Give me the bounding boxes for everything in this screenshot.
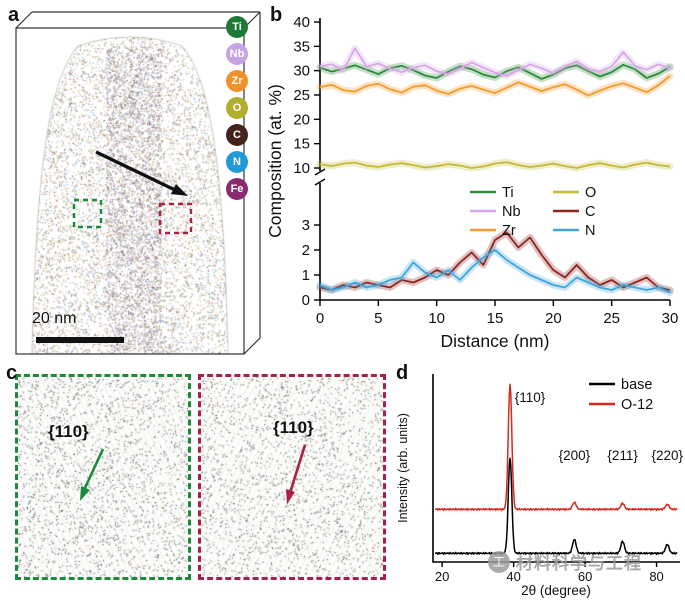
svg-text:0: 0	[302, 292, 310, 309]
svg-text:35: 35	[293, 38, 310, 55]
red-region-atom-map	[201, 377, 383, 577]
svg-text:Zr: Zr	[502, 223, 516, 239]
green-plane-arrow	[82, 448, 105, 491]
scale-bar-label: 20 nm	[32, 310, 77, 327]
roi-box-red	[158, 202, 193, 235]
svg-text:{110}: {110}	[515, 390, 546, 405]
element-badge-zr: Zr	[226, 70, 248, 92]
apt-reconstruction-pointcloud	[16, 28, 244, 354]
svg-text:{200}: {200}	[559, 448, 591, 463]
xrd-pattern-chart: 20 40 60 80 2θ (degree) Intensity (arb. units…	[396, 374, 684, 598]
svg-text:20: 20	[435, 569, 449, 584]
svg-text:Ti: Ti	[502, 185, 514, 201]
svg-text:40: 40	[506, 569, 520, 584]
svg-text:Intensity (arb. units): Intensity (arb. units)	[396, 413, 410, 523]
svg-text:30: 30	[662, 310, 679, 327]
svg-text:40: 40	[293, 14, 310, 31]
green-region-annotations: {110}	[48, 422, 105, 501]
svg-text:5: 5	[374, 310, 382, 327]
svg-text:3: 3	[302, 217, 310, 234]
apt-bounding-box	[15, 11, 261, 355]
panel-b-label: b	[270, 4, 283, 26]
scale-bar	[36, 337, 124, 343]
red-plane-arrow	[288, 444, 307, 494]
svg-text:1: 1	[302, 267, 310, 284]
element-badge-nb: Nb	[226, 43, 248, 65]
green-region-atom-map	[18, 377, 188, 577]
panel-a: Ti Nb Zr O C N Fe 20 nm	[10, 4, 262, 362]
svg-text:0: 0	[316, 310, 324, 327]
svg-text:20: 20	[293, 111, 310, 128]
svg-text:20: 20	[545, 310, 562, 327]
svg-text:60: 60	[578, 569, 592, 584]
element-badge-o: O	[226, 97, 248, 119]
element-symbol-ti: Ti	[232, 20, 242, 33]
svg-text:30: 30	[293, 63, 310, 80]
svg-text:2: 2	[302, 242, 310, 259]
green-plane-arrowhead	[80, 486, 90, 501]
element-symbol-fe: Fe	[230, 182, 244, 195]
svg-text:15: 15	[487, 310, 504, 327]
red-plane-label: {110}	[273, 418, 314, 437]
svg-text:Distance (nm): Distance (nm)	[441, 331, 550, 351]
panel-c: {110} {110}	[8, 366, 388, 582]
svg-text:{211}: {211}	[607, 448, 638, 463]
svg-text:10: 10	[293, 160, 310, 177]
green-plane-label: {110}	[48, 422, 89, 441]
element-symbol-o: O	[232, 101, 242, 114]
svg-text:N: N	[585, 223, 595, 239]
element-symbol-nb: Nb	[229, 47, 245, 60]
svg-text:25: 25	[293, 87, 310, 104]
svg-text:O-12: O-12	[621, 397, 653, 413]
element-symbol-n: N	[233, 155, 241, 168]
hrtem-red-region: {110}	[198, 374, 386, 580]
element-badge-n: N	[226, 151, 248, 173]
hrtem-green-region: {110}	[15, 374, 191, 580]
svg-text:2θ (degree): 2θ (degree)	[521, 583, 591, 598]
svg-text:O: O	[585, 185, 596, 201]
panel-c-label: c	[6, 362, 18, 384]
element-symbol-zr: Zr	[231, 74, 243, 87]
svg-text:80: 80	[649, 569, 663, 584]
svg-text:base: base	[621, 377, 652, 393]
element-badge-ti: Ti	[226, 16, 248, 38]
analysis-direction-arrow	[95, 150, 188, 196]
element-badge-fe: Fe	[226, 178, 248, 200]
apt-annotations	[15, 11, 261, 355]
svg-text:10: 10	[428, 310, 445, 327]
element-symbol-c: C	[233, 128, 241, 141]
svg-text:C: C	[585, 204, 595, 220]
svg-text:25: 25	[603, 310, 620, 327]
roi-box-green	[72, 198, 103, 229]
red-region-annotations: {110}	[273, 418, 314, 504]
svg-text:15: 15	[293, 136, 310, 153]
svg-text:Composition (at. %): Composition (at. %)	[265, 84, 285, 238]
panel-a-label: a	[8, 4, 20, 26]
element-badge-c: C	[226, 124, 248, 146]
panel-d-label: d	[396, 362, 409, 384]
svg-text:Nb: Nb	[502, 204, 521, 220]
svg-text:{220}: {220}	[652, 448, 684, 463]
red-plane-arrowhead	[286, 489, 295, 504]
